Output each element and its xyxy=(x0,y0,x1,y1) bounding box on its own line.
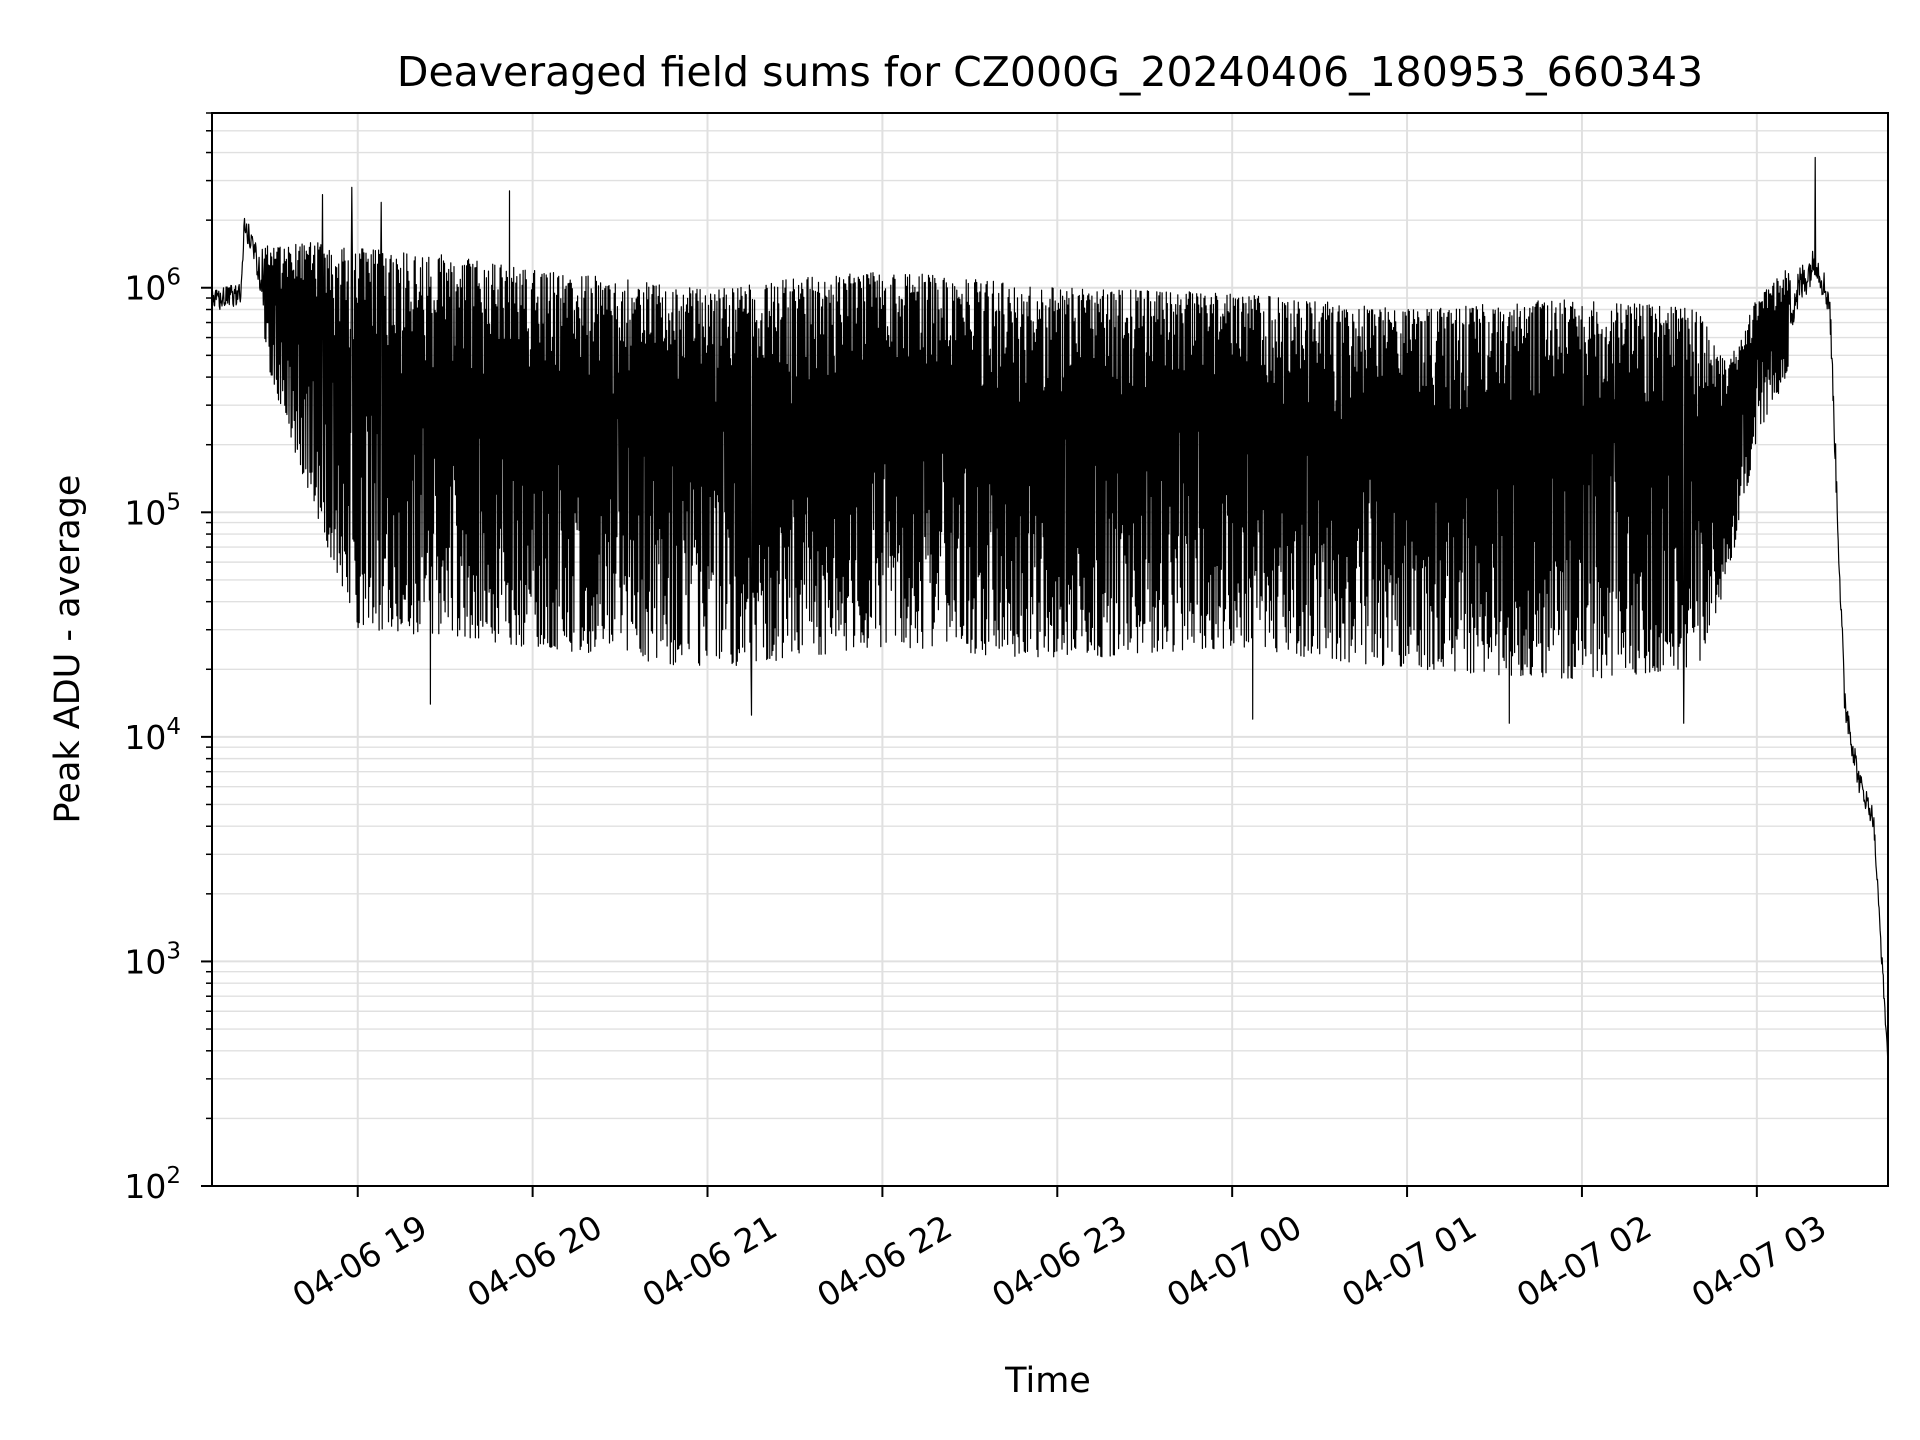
y-tick-label: 105 xyxy=(124,489,181,532)
x-tick-label: 04-06 20 xyxy=(461,1207,609,1315)
data-series xyxy=(211,156,1889,1068)
x-tick-label: 04-07 02 xyxy=(1510,1207,1658,1315)
y-tick-label: 106 xyxy=(124,265,181,308)
x-axis-label: Time xyxy=(1004,1361,1091,1401)
y-tick-label: 102 xyxy=(124,1163,181,1206)
x-tick-label: 04-07 00 xyxy=(1160,1207,1308,1315)
chart-title: Deaveraged field sums for CZ000G_2024040… xyxy=(397,48,1703,96)
y-tick-label: 104 xyxy=(124,714,181,757)
x-tick-label: 04-06 19 xyxy=(286,1207,434,1315)
y-tick-label: 103 xyxy=(124,938,181,981)
x-tick-label: 04-07 03 xyxy=(1685,1207,1833,1315)
y-axis: 102 103 104 105 106 xyxy=(124,112,212,1206)
x-axis: 04-06 19 04-06 20 04-06 21 04-06 22 04-06 23… xyxy=(286,1186,1833,1315)
x-tick-label: 04-06 21 xyxy=(636,1207,784,1315)
y-axis-label: Peak ADU - average xyxy=(48,475,88,824)
x-tick-label: 04-06 22 xyxy=(810,1207,958,1315)
plot-frame xyxy=(211,112,1889,1187)
x-tick-label: 04-06 23 xyxy=(985,1207,1133,1315)
x-tick-label: 04-07 01 xyxy=(1335,1207,1483,1315)
series-line xyxy=(211,156,1889,1068)
